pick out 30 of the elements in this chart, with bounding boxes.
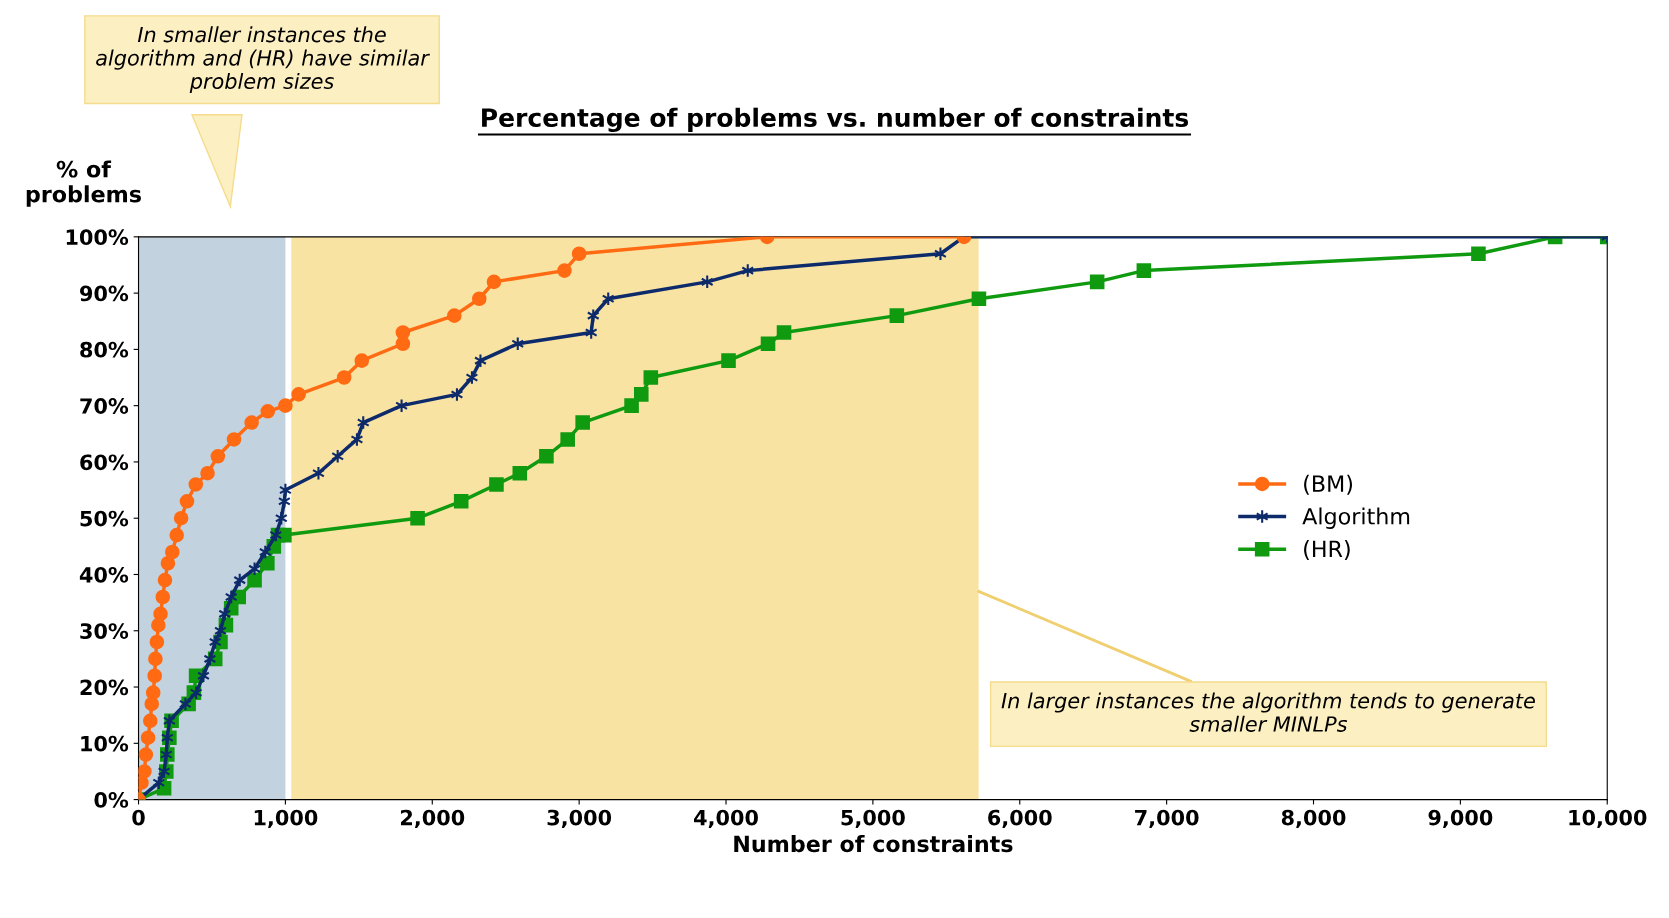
y-tick-label: 40% — [79, 566, 129, 583]
legend-label: (HR) — [1304, 540, 1350, 560]
y-tick-label: 30% — [80, 623, 129, 639]
x-tick-label: 7,000 — [1135, 809, 1199, 829]
x-tick-label: 1,000 — [254, 809, 318, 829]
y-tick-label: 70% — [80, 398, 129, 414]
y-tick-label: 80% — [80, 341, 129, 358]
y-tick-label: 10% — [81, 735, 129, 752]
text: In smaller instances the algorithm and (HR) have similar problem sizes — [96, 26, 430, 94]
x-tick-label: 5,000 — [841, 809, 905, 829]
y-tick-label: 20% — [80, 679, 129, 696]
y-tick-label: 50% — [80, 510, 129, 527]
y-axis-title: % of problems — [26, 160, 141, 207]
x-tick-label: 6,000 — [988, 809, 1052, 829]
legend-label: Algorithm — [1302, 507, 1410, 529]
y-tick-label: 0% — [94, 792, 129, 808]
x-tick-label: 3,000 — [547, 809, 612, 829]
chart-title: Percentage of problems vs. number of constraints — [482, 107, 1189, 133]
x-tick-label: 2,000 — [400, 809, 465, 829]
x-axis-title: Number of constraints — [734, 835, 1013, 853]
legend-label: (BM) — [1304, 474, 1353, 495]
y-tick-label: 100% — [66, 229, 129, 246]
x-tick-label: 10,000 — [1569, 809, 1647, 829]
annotation: In larger instances the algorithm tends to generate smaller MINLPs — [1001, 692, 1535, 732]
x-tick-label: 9,000 — [1428, 809, 1493, 829]
y-tick-label: 60% — [80, 454, 129, 471]
x-tick-label: 0 — [132, 809, 145, 826]
x-tick-label: 4,000 — [694, 809, 758, 829]
y-tick-label: 90% — [80, 285, 129, 302]
x-tick-label: 8,000 — [1281, 809, 1346, 829]
